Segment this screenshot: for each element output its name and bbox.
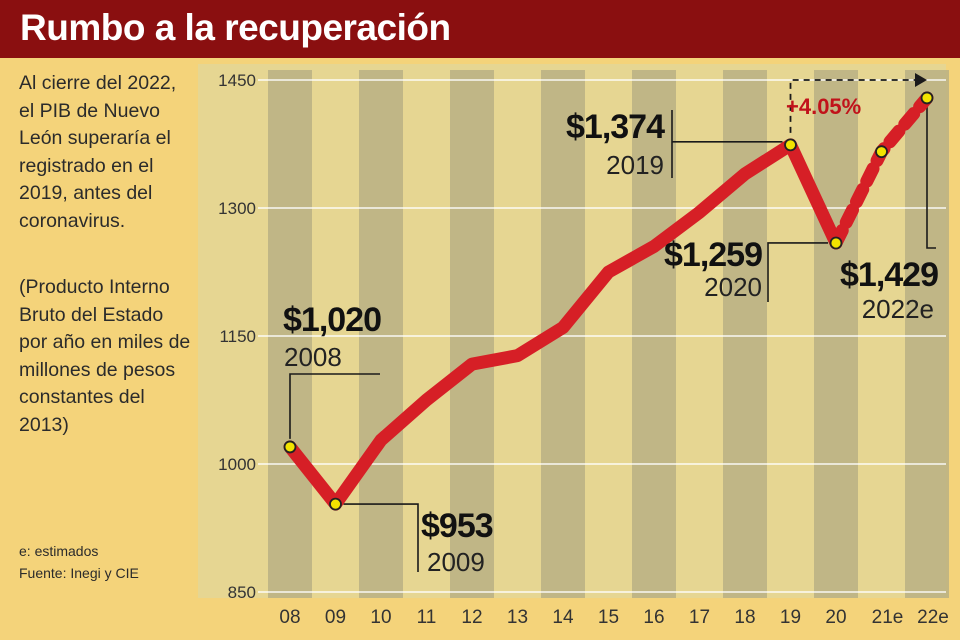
data-point-08 bbox=[283, 440, 297, 454]
column-stripe-12 bbox=[450, 70, 494, 598]
data-point-21e bbox=[875, 145, 888, 159]
x-tick-label: 11 bbox=[417, 607, 437, 628]
x-tick-label: 22e bbox=[917, 607, 949, 628]
x-tick-label: 13 bbox=[507, 607, 528, 628]
x-tick-label: 17 bbox=[689, 607, 710, 628]
units-note: (Producto Interno Bruto del Estado por a… bbox=[19, 276, 191, 436]
growth-arrow-line bbox=[789, 79, 917, 133]
leader-2020 bbox=[767, 242, 828, 302]
value-label-2008: $1,020 bbox=[283, 301, 381, 339]
source-note: Fuente: Inegi y CIE bbox=[19, 565, 139, 581]
x-tick-label: 08 bbox=[279, 607, 300, 628]
x-tick-label: 15 bbox=[598, 607, 619, 628]
header-bar: Rumbo a la recuperación bbox=[0, 0, 960, 58]
x-tick-label: 09 bbox=[325, 607, 346, 628]
data-point-19 bbox=[784, 138, 797, 152]
intro-text: Al cierre del 2022, el PIB de Nuevo León… bbox=[19, 72, 177, 232]
x-tick-label: 12 bbox=[461, 607, 482, 628]
column-stripe-10 bbox=[359, 70, 403, 598]
x-tick-label: 14 bbox=[552, 607, 574, 628]
year-label-2022e: 2022e bbox=[862, 294, 934, 324]
x-tick-label: 10 bbox=[370, 607, 391, 628]
y-tick-label: 1300 bbox=[218, 199, 256, 218]
column-stripe-20 bbox=[814, 70, 858, 598]
year-label-2008: 2008 bbox=[284, 342, 342, 372]
column-stripe-16 bbox=[632, 70, 676, 598]
value-label-2009: $953 bbox=[421, 507, 493, 545]
series-line-actual bbox=[283, 138, 843, 511]
y-tick-label: 1000 bbox=[218, 455, 256, 474]
data-point-22e bbox=[920, 91, 934, 105]
estimate-note: e: estimados bbox=[19, 543, 99, 559]
leader-2022e bbox=[926, 105, 936, 249]
growth-label: +4.05% bbox=[786, 94, 861, 119]
y-tick-label: 850 bbox=[228, 583, 256, 602]
value-label-2019: $1,374 bbox=[566, 108, 665, 146]
column-stripe-18 bbox=[723, 70, 767, 598]
value-label-2020: $1,259 bbox=[664, 236, 762, 274]
year-label-2009: 2009 bbox=[427, 547, 485, 577]
data-point-20 bbox=[829, 236, 843, 250]
page-title: Rumbo a la recuperación bbox=[20, 7, 451, 48]
x-tick-label: 18 bbox=[734, 607, 755, 628]
year-label-2020: 2020 bbox=[704, 272, 762, 302]
data-point-09 bbox=[329, 497, 342, 511]
leader-2009 bbox=[343, 503, 419, 572]
leader-2008 bbox=[289, 373, 380, 439]
y-tick-label: 1150 bbox=[219, 327, 256, 346]
x-tick-label: 19 bbox=[780, 607, 801, 628]
growth-arrow-head bbox=[915, 73, 927, 87]
x-tick-label: 20 bbox=[825, 607, 846, 628]
side-panel bbox=[0, 58, 196, 640]
x-tick-label: 16 bbox=[643, 607, 664, 628]
value-label-2022e: $1,429 bbox=[840, 256, 938, 294]
column-stripe-08 bbox=[268, 70, 312, 598]
y-tick-label: 1450 bbox=[218, 71, 256, 90]
x-tick-label: 21e bbox=[872, 607, 904, 628]
year-label-2019: 2019 bbox=[606, 150, 664, 180]
